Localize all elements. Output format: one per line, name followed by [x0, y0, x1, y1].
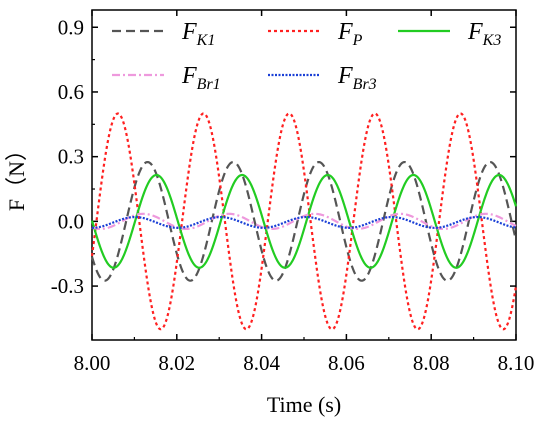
- legend-label-f-br3: FBr3: [337, 63, 377, 93]
- series-line-f-k3: [90, 173, 518, 269]
- y-tick-label: 0.6: [58, 80, 84, 104]
- y-tick-label: -0.3: [51, 274, 84, 298]
- y-tick-label: 0.0: [58, 209, 84, 233]
- x-tick-label: 8.06: [328, 351, 365, 375]
- series-line-f-br3: [92, 215, 517, 229]
- legend-label-f-p: FP: [337, 19, 363, 49]
- legend: FK1 FP FK3 FBr1 FBr3: [112, 19, 501, 93]
- x-tick-label: 8.00: [74, 351, 111, 375]
- y-tick-label: 0.3: [58, 145, 84, 169]
- y-axis-title: F（N）: [4, 139, 29, 211]
- x-axis-title: Time (s): [267, 392, 341, 417]
- x-tick-label: 8.04: [243, 351, 280, 375]
- series-line-f-k1: [90, 160, 518, 282]
- series-line-f-br1: [91, 212, 517, 231]
- legend-label-f-k3: FK3: [467, 19, 501, 49]
- legend-label-f-k1: FK1: [181, 19, 215, 49]
- x-tick-label: 8.10: [498, 351, 535, 375]
- axis-ticks: 8.00 8.02 8.04 8.06 8.08 8.10 -0.3 0.0 0.3 0.6 0.9: [51, 10, 535, 375]
- series-lines: [90, 112, 518, 331]
- series-line-f-p: [90, 112, 518, 331]
- x-tick-label: 8.08: [413, 351, 450, 375]
- legend-label-f-br1: FBr1: [181, 63, 221, 93]
- y-tick-label: 0.9: [58, 15, 84, 39]
- x-tick-label: 8.02: [158, 351, 195, 375]
